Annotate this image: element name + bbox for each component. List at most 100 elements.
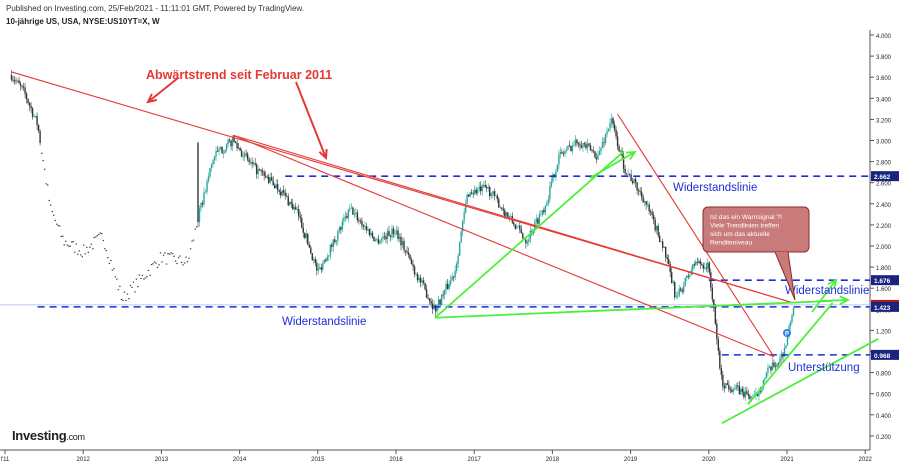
price-dot — [138, 274, 141, 276]
candle-body — [233, 136, 235, 142]
price-dot — [156, 266, 159, 268]
candle-body — [413, 266, 416, 275]
candle-body — [386, 231, 389, 240]
price-dot — [108, 262, 111, 265]
candle-body — [698, 260, 700, 264]
price-dot — [90, 243, 93, 245]
candle-body — [445, 283, 447, 291]
candle-body — [370, 232, 372, 235]
candle-body — [419, 277, 422, 283]
candle-body — [502, 208, 504, 211]
candle-body — [371, 232, 374, 237]
candle-body — [266, 176, 268, 178]
candle-body — [365, 226, 368, 231]
price-dot — [162, 254, 165, 256]
price-dot — [66, 244, 68, 246]
candle-body — [684, 278, 686, 286]
candle-body — [731, 389, 733, 392]
candle-body — [761, 387, 763, 392]
green-flat-arrow-head — [839, 295, 851, 305]
price-dot — [57, 224, 59, 227]
price-dot — [114, 276, 117, 278]
candle-body — [334, 239, 336, 243]
candle-body — [695, 262, 697, 266]
candle-body — [678, 288, 680, 296]
candle-body — [559, 152, 562, 155]
y-tick-label: 2.000 — [876, 245, 892, 251]
resistance-label-lower: Widerstandslinie — [282, 316, 366, 328]
x-tick-label: 2021 — [780, 457, 794, 462]
candle-body — [702, 264, 704, 269]
candle-body — [424, 282, 426, 290]
price-tag-label: 1.423 — [874, 305, 891, 312]
candle-body — [738, 386, 741, 395]
candle-body — [344, 216, 347, 219]
candle-body — [540, 214, 542, 216]
candle-body — [734, 388, 736, 390]
callout-line: Renditeniveau — [710, 240, 752, 247]
candle-body — [771, 362, 774, 371]
candle-body — [379, 240, 381, 244]
candle-body — [555, 171, 557, 178]
y-tick-label: 0.400 — [876, 414, 892, 420]
candle-body — [493, 191, 495, 196]
candle-body — [451, 276, 453, 281]
candle-body — [234, 141, 237, 143]
candle-body — [768, 366, 771, 368]
red-trendline — [232, 134, 794, 304]
candle-body — [652, 215, 655, 220]
candle-body — [314, 259, 316, 263]
candle-body — [717, 339, 720, 351]
resistance-label-upper: Widerstandslinie — [673, 182, 757, 194]
candle-body — [785, 345, 787, 348]
candle-body — [516, 226, 518, 229]
candle-body — [346, 216, 348, 218]
candle-body — [280, 191, 282, 196]
candle-body — [237, 148, 240, 149]
candle-body — [597, 154, 599, 160]
candle-body — [675, 296, 677, 298]
price-dot — [75, 243, 77, 245]
green-steep-arrow-head — [827, 278, 838, 290]
price-dot — [78, 250, 80, 252]
candle-body — [481, 185, 483, 192]
price-dot — [59, 225, 61, 227]
candle-body — [496, 195, 498, 200]
candle-body — [325, 259, 327, 261]
candle-body — [743, 391, 745, 398]
candle-body — [594, 151, 596, 158]
price-dot — [102, 239, 105, 242]
candle-body — [434, 304, 437, 312]
price-dot — [194, 228, 196, 230]
candle-body — [367, 229, 369, 231]
price-dot — [117, 289, 120, 291]
callout-box — [702, 206, 810, 253]
candle-body — [304, 232, 306, 238]
candle-body — [472, 193, 474, 195]
candle-body — [24, 87, 26, 94]
candle-body — [498, 199, 500, 208]
price-dot — [153, 261, 156, 263]
candle-body — [677, 295, 679, 297]
candle-body — [657, 225, 659, 236]
candle-body — [410, 259, 413, 265]
candle-body — [210, 164, 213, 169]
candle-body — [680, 288, 682, 291]
price-dot — [140, 277, 142, 280]
candle-body — [483, 184, 485, 186]
price-dot — [110, 259, 112, 262]
price-dot — [48, 199, 50, 202]
candle-body — [198, 208, 201, 223]
candle-body — [764, 378, 766, 380]
candle-body — [470, 192, 473, 194]
candle-body — [437, 299, 440, 306]
candle-body — [671, 272, 673, 283]
candle-body — [239, 148, 241, 151]
candle-body — [762, 379, 765, 388]
candle-body — [461, 220, 464, 232]
price-dot — [104, 248, 106, 250]
candle-body — [576, 139, 578, 144]
p-marker — [783, 329, 791, 337]
candle-body — [508, 216, 510, 217]
candle-body — [786, 336, 789, 346]
